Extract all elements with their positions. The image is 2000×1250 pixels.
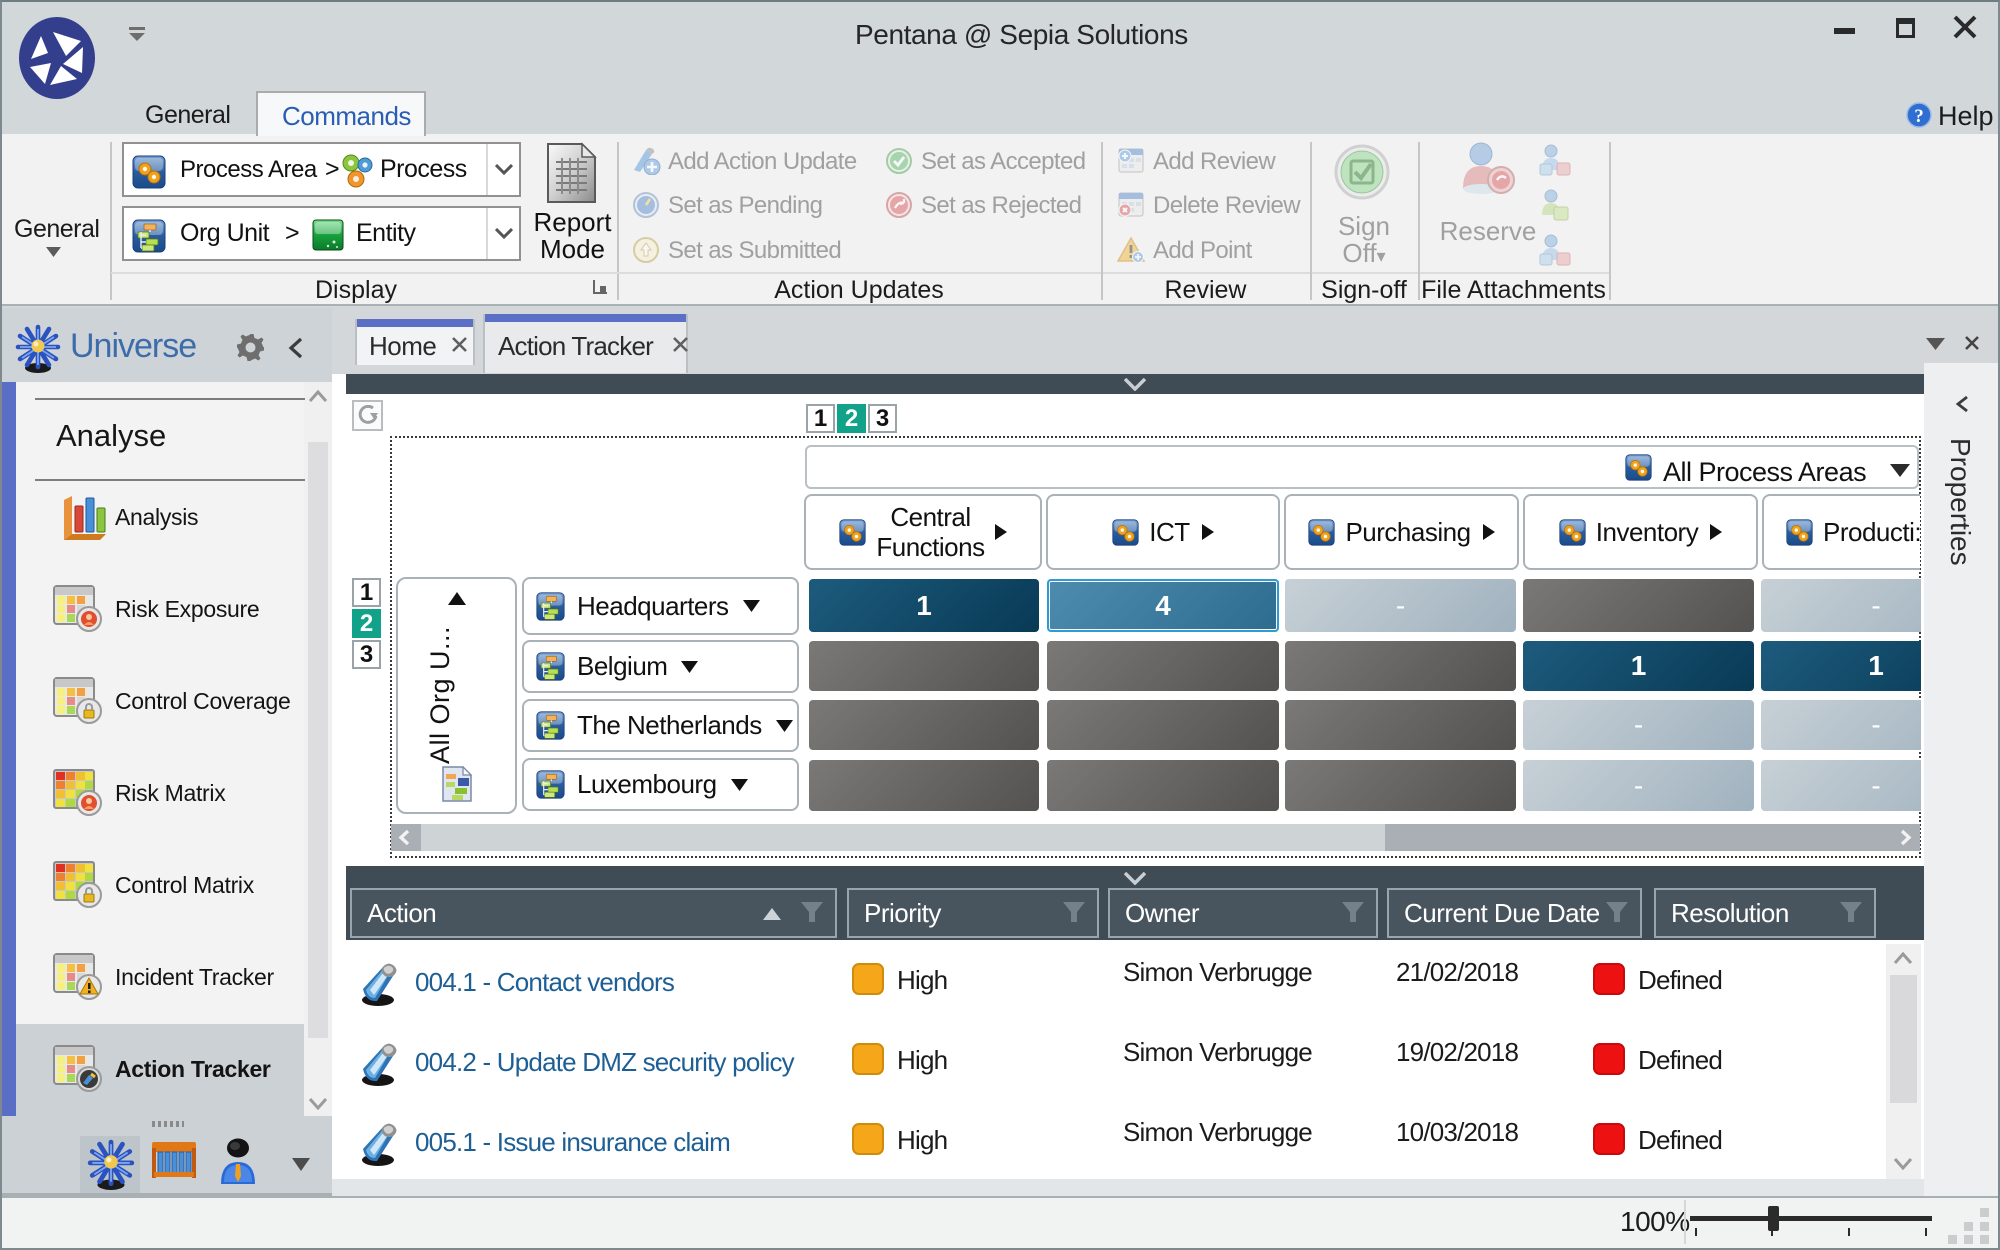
svg-text:?: ? (1914, 106, 1924, 127)
